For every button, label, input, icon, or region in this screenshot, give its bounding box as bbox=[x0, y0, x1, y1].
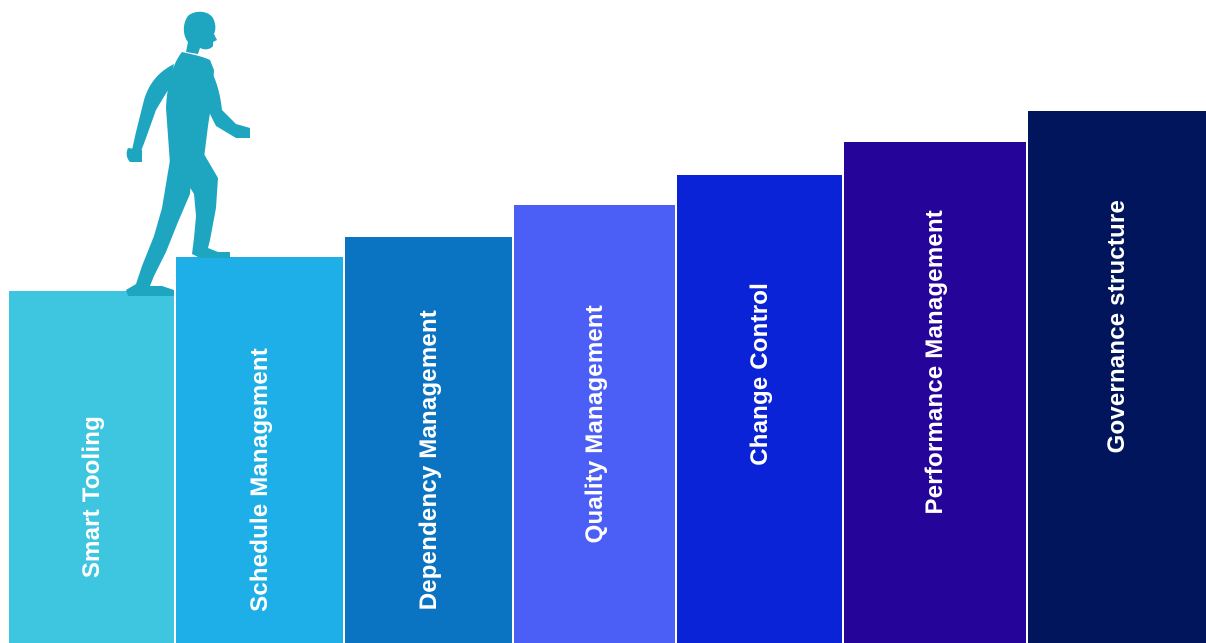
step-governance-structure: Governance structure bbox=[1028, 111, 1206, 643]
step-dependency-management: Dependency Management bbox=[345, 237, 512, 643]
step-change-control: Change Control bbox=[677, 175, 842, 643]
step-schedule-management: Schedule Management bbox=[176, 257, 343, 643]
step-label: Dependency Management bbox=[414, 309, 442, 611]
step-label: Smart Tooling bbox=[77, 415, 105, 579]
step-label: Change Control bbox=[745, 282, 773, 466]
step-quality-management: Quality Management bbox=[514, 205, 675, 643]
step-performance-management: Performance Management bbox=[844, 142, 1026, 643]
step-label: Performance Management bbox=[921, 210, 948, 515]
step-smart-tooling: Smart Tooling bbox=[9, 291, 174, 643]
step-label: Quality Management bbox=[580, 304, 608, 544]
step-label: Governance structure bbox=[1103, 200, 1130, 454]
step-label: Schedule Management bbox=[245, 348, 273, 612]
climbing-businessman-icon bbox=[126, 11, 250, 296]
